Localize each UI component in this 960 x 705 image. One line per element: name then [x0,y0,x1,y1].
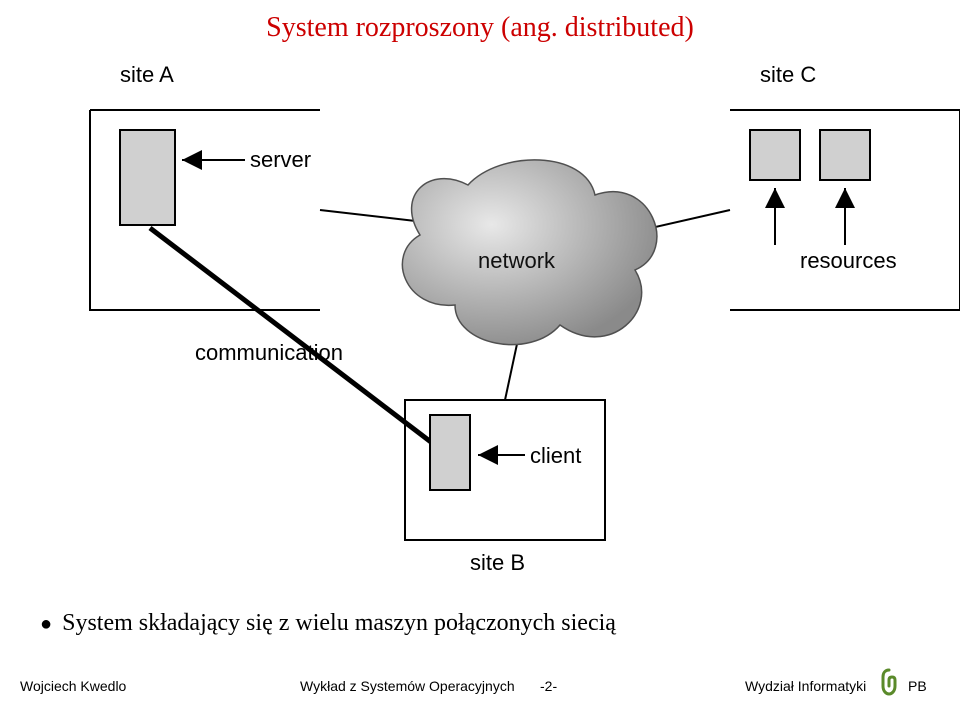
label-site-c: site C [760,62,816,88]
network-diagram [0,0,960,600]
label-network: network [478,248,555,274]
footer-dept: Wydział Informatyki [745,678,866,694]
resource-box-2 [820,130,870,180]
label-client: client [530,443,581,469]
client-box [430,415,470,490]
bullet-text: ● System składający się z wielu maszyn p… [40,610,616,637]
label-site-a: site A [120,62,174,88]
footer-author: Wojciech Kwedlo [20,678,126,694]
resource-box-1 [750,130,800,180]
label-server: server [250,147,311,173]
label-communication: communication [195,340,343,366]
footer-uni: PB [908,678,927,694]
server-box [120,130,175,225]
label-resources: resources [800,248,897,274]
label-site-b: site B [470,550,525,576]
university-logo-icon [878,668,900,696]
footer-center: Wykład z Systemów Operacyjnych [300,678,515,694]
footer-page: -2- [540,678,557,694]
